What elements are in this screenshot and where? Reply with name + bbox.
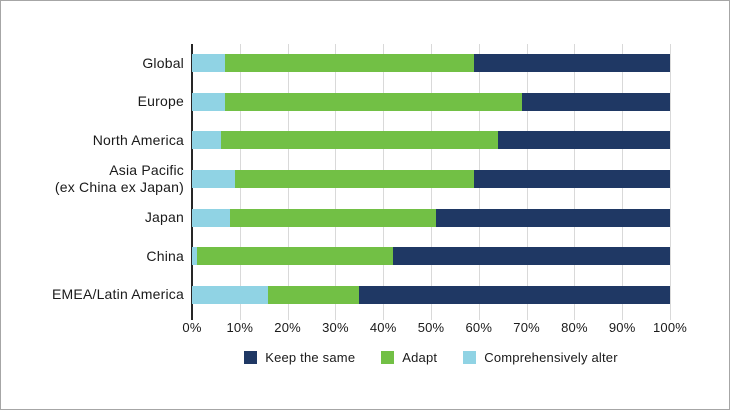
plot-area bbox=[191, 44, 671, 320]
bar-segment bbox=[192, 131, 221, 150]
x-tick-label: 60% bbox=[465, 320, 493, 335]
bar-row bbox=[192, 237, 670, 276]
category-label: Asia Pacific (ex China ex Japan) bbox=[54, 162, 184, 195]
legend-swatch-icon bbox=[244, 351, 258, 364]
bar-segment bbox=[359, 285, 670, 304]
bar-segment bbox=[235, 169, 475, 188]
bar-row bbox=[192, 44, 670, 83]
gridline-100% bbox=[670, 44, 671, 320]
legend-item: Comprehensively alter bbox=[463, 350, 618, 365]
x-axis-tick-labels: 0% 10% 20% 30% 40% 50% 60% 70% 80% 90% 100% bbox=[182, 320, 686, 336]
x-tick-label: 0% bbox=[182, 320, 202, 335]
stacked-bar bbox=[192, 131, 670, 150]
legend-label: Keep the same bbox=[265, 350, 356, 365]
bar-segment bbox=[497, 131, 670, 150]
bar-row bbox=[192, 121, 670, 160]
legend-swatch-icon bbox=[381, 351, 395, 364]
legend-item: Keep the same bbox=[244, 350, 355, 365]
legend-swatch-icon bbox=[463, 351, 477, 364]
x-tick-label: 90% bbox=[608, 320, 636, 335]
bar-segment bbox=[225, 54, 474, 73]
bar-segment bbox=[474, 54, 670, 73]
bar-segment bbox=[192, 169, 236, 188]
stacked-bar bbox=[192, 285, 670, 304]
bar-segment bbox=[192, 247, 197, 266]
x-tick-label: 30% bbox=[322, 320, 349, 335]
legend: Keep the same Adapt Comprehensively alter bbox=[192, 350, 670, 365]
legend-item: Adapt bbox=[381, 350, 437, 365]
x-tick-label: 100% bbox=[652, 320, 688, 335]
bar-segment bbox=[192, 208, 231, 227]
category-label: Europe bbox=[137, 93, 184, 110]
bar-segment bbox=[192, 54, 226, 73]
bar-segment bbox=[474, 169, 670, 188]
bar-segment bbox=[521, 92, 670, 111]
x-tick-label: 40% bbox=[369, 320, 397, 335]
bar-segment bbox=[220, 131, 498, 150]
legend-label: Comprehensively alter bbox=[484, 350, 618, 365]
bar-segment bbox=[392, 247, 670, 266]
x-tick-label: 80% bbox=[561, 320, 588, 335]
bar-row bbox=[192, 198, 670, 237]
category-label: EMEA/Latin America bbox=[52, 286, 184, 303]
x-tick-label: 20% bbox=[274, 320, 301, 335]
bar-segment bbox=[435, 208, 670, 227]
stacked-bar bbox=[192, 208, 670, 227]
x-tick-label: 10% bbox=[226, 320, 254, 335]
bar-segment bbox=[268, 285, 360, 304]
stacked-bar bbox=[192, 92, 670, 111]
category-axis: Global Europe North America Asia Pacific (e… bbox=[1, 44, 184, 314]
category-label: Global bbox=[142, 54, 184, 71]
stacked-bar bbox=[192, 169, 670, 188]
bar-row bbox=[192, 83, 670, 122]
bar-segment bbox=[225, 92, 522, 111]
x-tick-label: 70% bbox=[513, 320, 540, 335]
bar-segment bbox=[192, 285, 269, 304]
category-label: Japan bbox=[144, 209, 184, 226]
category-label: North America bbox=[92, 132, 184, 149]
bar-segment bbox=[196, 247, 393, 266]
stacked-bar bbox=[192, 247, 670, 266]
x-tick-label: 50% bbox=[417, 320, 445, 335]
bar-segment bbox=[230, 208, 436, 227]
legend-label: Adapt bbox=[402, 350, 438, 365]
stacked-bar bbox=[192, 54, 670, 73]
bar-segment bbox=[192, 92, 226, 111]
bar-row bbox=[192, 275, 670, 314]
bar-row bbox=[192, 160, 670, 199]
category-label: China bbox=[146, 247, 184, 264]
